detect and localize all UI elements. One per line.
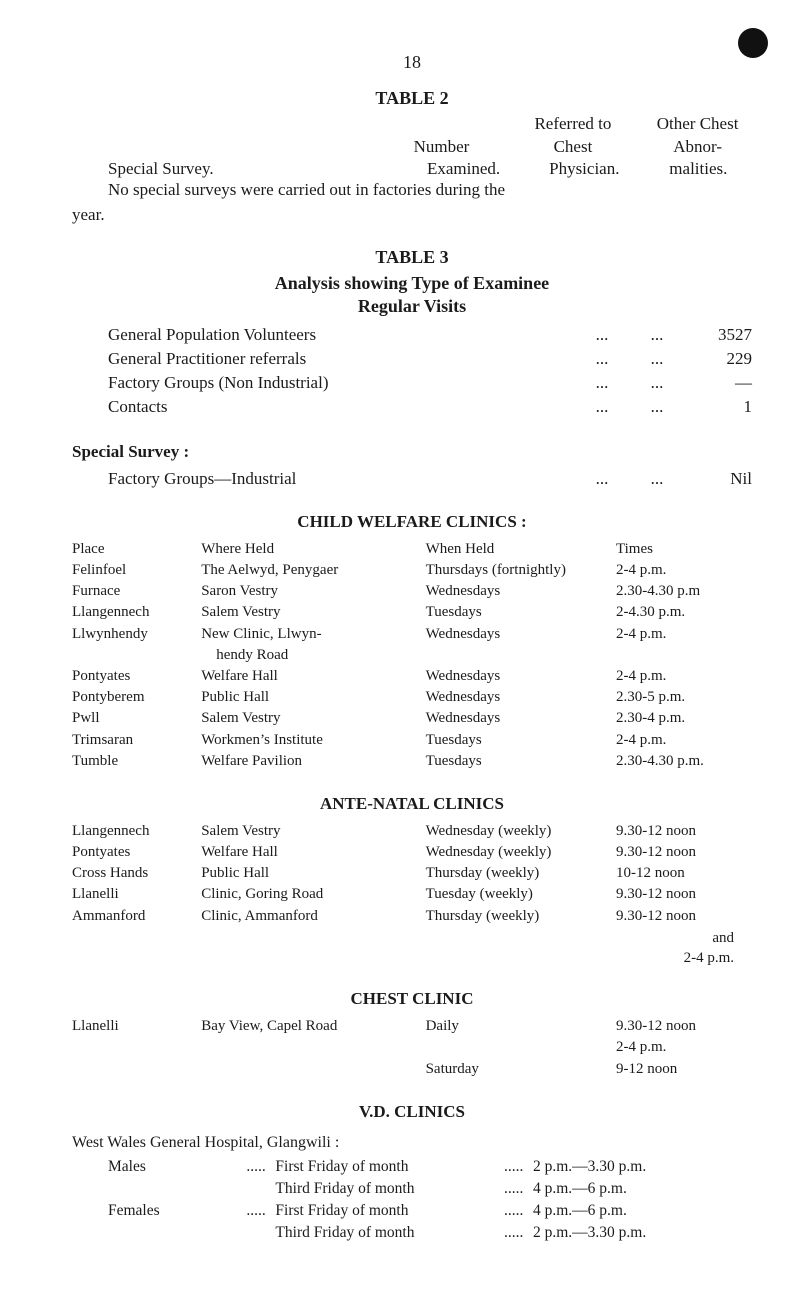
child-clinics-title: CHILD WELFARE CLINICS : [72,511,752,534]
table-row: TumbleWelfare PavilionTuesdays2.30-4.30 … [72,752,752,773]
ante-natal-and: and [72,928,752,948]
corner-dot [738,28,768,58]
vd-r2-time: 4 p.m.—6 p.m. [533,1201,752,1222]
t2-examined: Examined. [403,158,524,181]
table-row: LlangennechSalem VestryTuesdays2-4.30 p.… [72,603,752,624]
t3-r2-val: — [692,372,752,395]
table-row: PontyatesWelfare HallWednesday (weekly)9… [72,843,752,864]
ss-val: Nil [692,468,752,491]
table-row: Males ..... First Friday of month ..... … [108,1157,752,1178]
table-row: Contacts ... ... 1 [108,396,752,419]
t2-year: year. [72,204,752,227]
t2-col4-top: Other Chest [643,113,752,136]
table-row: Cross HandsPublic HallThursday (weekly)1… [72,864,752,885]
table-row: FurnaceSaron VestryWednesdays2.30-4.30 p… [72,582,752,603]
table-row: hendy Road [72,646,752,667]
t2-physician: Physician. [524,158,645,181]
table-row: 2-4 p.m. [72,1038,752,1059]
t3-r3-label: Contacts [108,396,582,419]
table-row: Saturday9-12 noon [72,1060,752,1081]
table-row: LlangennechSalem VestryWednesday (weekly… [72,822,752,843]
table-row: FelinfoelThe Aelwyd, PenygaerThursdays (… [72,561,752,582]
table3-title: TABLE 3 [72,245,752,269]
page-number: 18 [72,50,752,74]
table-row: LlanelliBay View, Capel RoadDaily9.30-12… [72,1017,752,1038]
cc-h-place: Place [72,540,201,561]
vd-rows: Males ..... First Friday of month ..... … [108,1157,752,1244]
t2-col3-top: Referred to [512,113,634,136]
table-row: LlanelliClinic, Goring RoadTuesday (week… [72,885,752,906]
table-row: Factory Groups (Non Industrial) ... ... … [108,372,752,395]
vd-hospital-heading: West Wales General Hospital, Glangwili : [72,1132,752,1154]
vd-r1-time: 4 p.m.—6 p.m. [533,1179,752,1200]
vd-r1-who [108,1179,237,1200]
t2-abnor: Abnor- [643,136,752,159]
table-row: AmmanfordClinic, AmmanfordThursday (week… [72,907,752,928]
t2-special-survey: Special Survey. [108,158,403,181]
t3-r0-val: 3527 [692,324,752,347]
table-row: General Population Volunteers ... ... 35… [108,324,752,347]
vd-r3-time: 2 p.m.—3.30 p.m. [533,1223,752,1244]
vd-r0-day: First Friday of month [275,1157,494,1178]
ante-natal-title: ANTE-NATAL CLINICS [72,793,752,816]
table-row: Third Friday of month ..... 4 p.m.—6 p.m… [108,1179,752,1200]
cc-h-when: When Held [426,540,616,561]
t3-r1-val: 229 [692,348,752,371]
t3-r0-label: General Population Volunteers [108,324,582,347]
cc-h-where: Where Held [201,540,425,561]
table2-header: Referred to Other Chest Number Chest Abn… [72,113,752,203]
vd-r2-who: Females [108,1201,237,1222]
vd-r0-who: Males [108,1157,237,1178]
table3-rows: General Population Volunteers ... ... 35… [108,324,752,419]
ante-natal-tail: 2-4 p.m. [72,948,752,968]
table-row: PontyatesWelfare HallWednesdays2-4 p.m. [72,667,752,688]
vd-r3-who [108,1223,237,1244]
t2-number: Number [380,136,502,159]
table-row: PontyberemPublic HallWednesdays2.30-5 p.… [72,688,752,709]
table-row: LlwynhendyNew Clinic, Llwyn-Wednesdays2-… [72,625,752,646]
child-clinics-table: Place Where Held When Held Times Felinfo… [72,540,752,773]
table-row: General Practitioner referrals ... ... 2… [108,348,752,371]
table-row: Females ..... First Friday of month ....… [108,1201,752,1222]
vd-r0-time: 2 p.m.—3.30 p.m. [533,1157,752,1178]
vd-r1-day: Third Friday of month [275,1179,494,1200]
table-row: TrimsaranWorkmen’s InstituteTuesdays2-4 … [72,731,752,752]
table-row: PwllSalem VestryWednesdays2.30-4 p.m. [72,709,752,730]
t3-r1-label: General Practitioner referrals [108,348,582,371]
t3-r3-val: 1 [692,396,752,419]
table-row: Place Where Held When Held Times [72,540,752,561]
table3-sub1: Analysis showing Type of Examinee [72,272,752,295]
cc-h-times: Times [616,540,752,561]
ss-label: Factory Groups—Industrial [108,468,582,491]
table-row: Third Friday of month ..... 2 p.m.—3.30 … [108,1223,752,1244]
chest-clinic-table: LlanelliBay View, Capel RoadDaily9.30-12… [72,1017,752,1081]
vd-r3-day: Third Friday of month [275,1223,494,1244]
t2-chest: Chest [512,136,634,159]
vd-clinics-title: V.D. CLINICS [72,1101,752,1124]
ante-natal-table: LlangennechSalem VestryWednesday (weekly… [72,822,752,928]
vd-r2-day: First Friday of month [275,1201,494,1222]
chest-clinic-title: CHEST CLINIC [72,988,752,1011]
t3-r2-label: Factory Groups (Non Industrial) [108,372,582,395]
t2-note: No special surveys were carried out in f… [108,179,752,202]
table2-title: TABLE 2 [72,86,752,110]
table-row: Factory Groups—Industrial ... ... Nil [108,468,752,491]
t2-malities: malities. [645,158,752,181]
special-survey-heading: Special Survey : [72,441,752,464]
table3-sub2: Regular Visits [72,295,752,318]
